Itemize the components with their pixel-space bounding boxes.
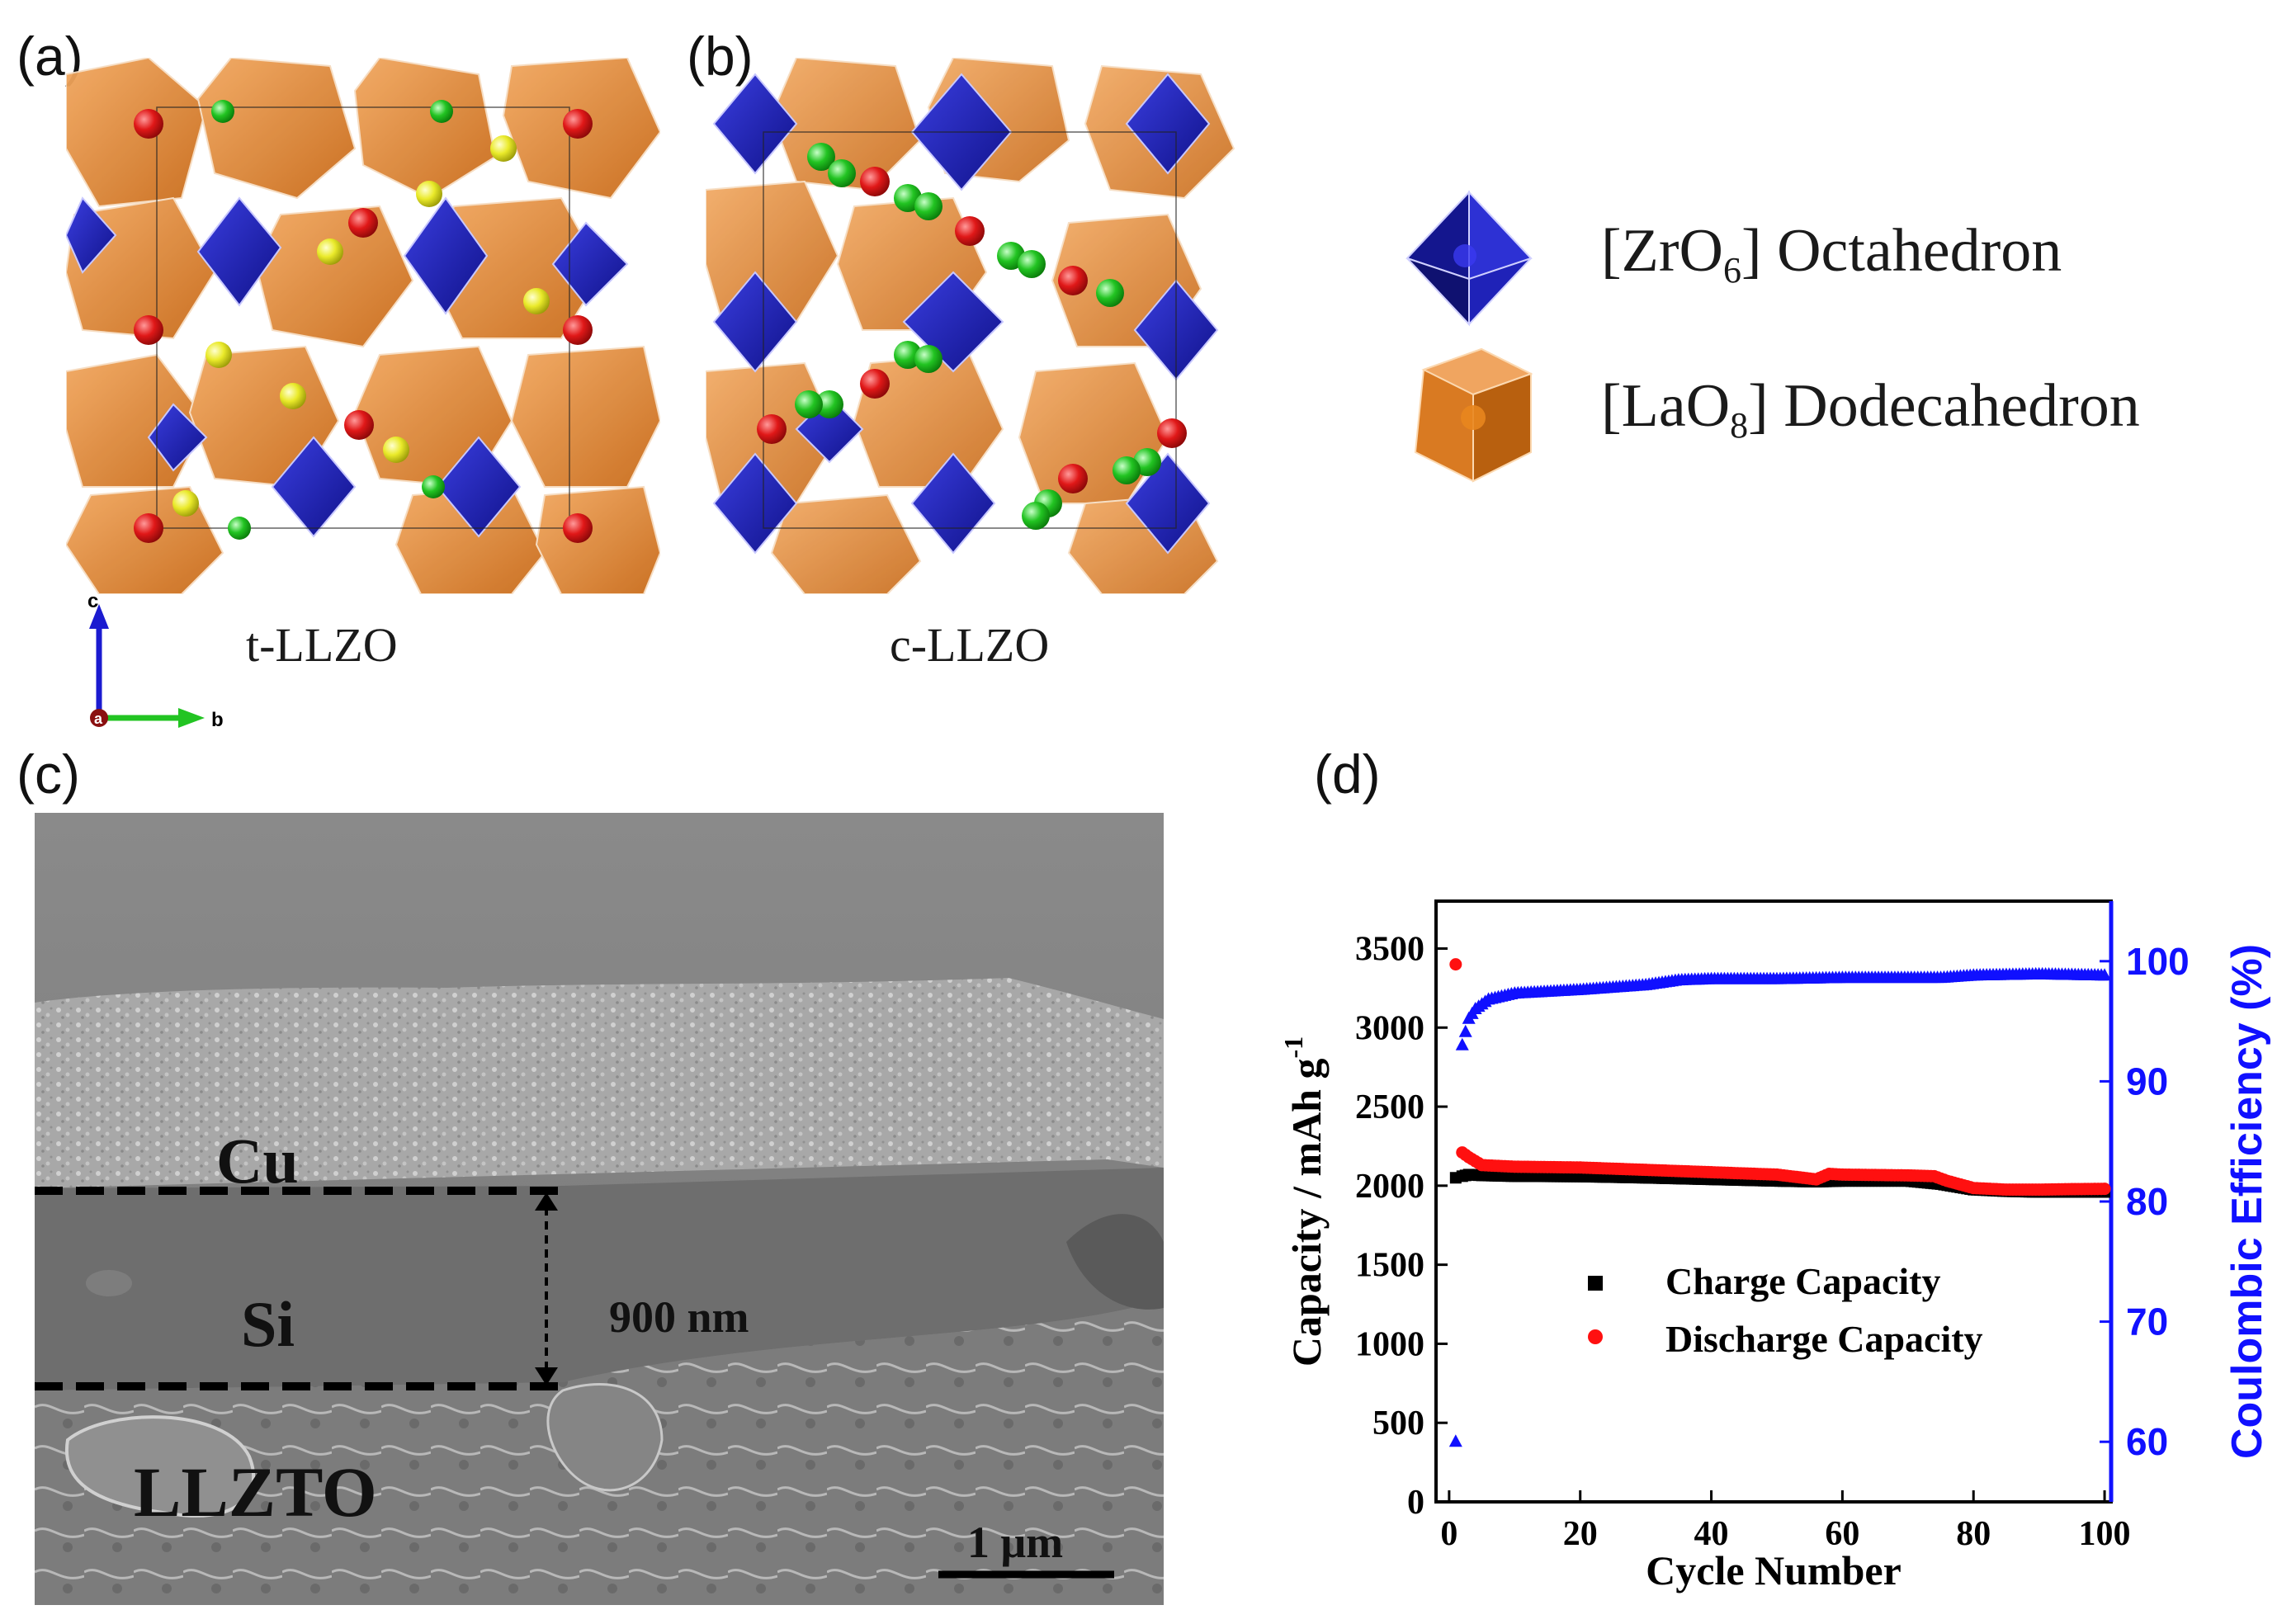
- legend-charge-marker: [1588, 1276, 1603, 1291]
- y-left-tick-label-4: 2000: [1355, 1168, 1424, 1206]
- c-llzo-structure: [706, 58, 1235, 594]
- chart-legend: Charge Capacity Discharge Capacity: [1588, 1260, 1983, 1360]
- c-llzo-li-ions: [757, 143, 1187, 530]
- sem-label-si: Si: [241, 1288, 295, 1360]
- octahedron-icon: [1405, 190, 1533, 327]
- sem-label-llzto: LLZTO: [134, 1452, 377, 1532]
- panel-b-letter: (b): [687, 26, 754, 87]
- y-left-tick-label-3: 1500: [1355, 1247, 1424, 1285]
- panel-c-letter: (c): [17, 744, 80, 805]
- cycling-chart: 0 20 40 60 80 1000500100015002000250030003500…: [1278, 899, 2271, 1593]
- sem-scale-bar-label: 1 μm: [967, 1518, 1064, 1567]
- t-llzo-structure: [66, 58, 660, 594]
- data-point-1-0: [1449, 958, 1462, 971]
- y-right-tick-label-4: 100: [2126, 940, 2190, 983]
- y-right-tick-label-3: 90: [2126, 1060, 2168, 1102]
- axis-a-label: a: [94, 710, 103, 727]
- series-discharge-capacity: [1449, 958, 2111, 1197]
- dodecahedron-icon: [1414, 347, 1533, 483]
- y-right-tick-label-2: 80: [2126, 1180, 2168, 1223]
- x-axis-title: Cycle Number: [1646, 1547, 1902, 1593]
- x-tick-label-1: 20: [1563, 1515, 1598, 1553]
- sem-micrograph: [35, 813, 1164, 1605]
- series-coulombic-efficiency: [1448, 966, 2112, 1447]
- t-llzo-label: t-LLZO: [246, 618, 398, 672]
- legend-dodecahedron-label: [LaO8] Dodecahedron: [1601, 372, 2140, 446]
- legend-discharge-label: Discharge Capacity: [1665, 1318, 1983, 1360]
- y-left-tick-label-6: 3000: [1355, 1009, 1424, 1047]
- data-point-2-1: [1455, 1037, 1469, 1050]
- y-left-tick-label-1: 500: [1372, 1404, 1424, 1442]
- y-left-tick-label-7: 3500: [1355, 930, 1424, 968]
- legend-discharge-marker: [1588, 1329, 1603, 1344]
- t-llzo-octahedra: [66, 196, 629, 538]
- data-point-2-2: [1458, 1024, 1472, 1037]
- t-llzo-li-ions: [134, 100, 593, 543]
- sem-si-layer: [35, 1168, 1164, 1390]
- sem-cu-layer: [35, 978, 1164, 1188]
- c-llzo-label: c-LLZO: [890, 618, 1050, 672]
- data-point-2-197: [2098, 968, 2112, 981]
- x-tick-label-0: 0: [1440, 1515, 1457, 1553]
- data-point-1-197: [2098, 1183, 2111, 1196]
- legend-octahedron-label: [ZrO6] Octahedron: [1601, 217, 2062, 290]
- x-tick-label-2: 40: [1694, 1515, 1729, 1553]
- legend-charge-label: Charge Capacity: [1665, 1260, 1940, 1302]
- sem-label-cu: Cu: [216, 1125, 299, 1197]
- sem-thickness-label: 900 nm: [609, 1292, 749, 1342]
- y-right-tick-label-0: 60: [2126, 1420, 2168, 1463]
- y-right-axis-title: Coulombic Efficiency (%): [2223, 944, 2271, 1459]
- y-left-axis-title: Capacity / mAh g-1: [1278, 1036, 1330, 1367]
- c-llzo-unit-cell: [763, 131, 1177, 529]
- x-tick-label-3: 60: [1825, 1515, 1859, 1553]
- axis-c-label: c: [87, 590, 98, 612]
- x-tick-label-5: 100: [2079, 1515, 2131, 1553]
- x-tick-label-4: 80: [1956, 1515, 1991, 1553]
- y-left-tick-label-0: 0: [1407, 1484, 1424, 1522]
- y-left-tick-label-5: 2500: [1355, 1088, 1424, 1126]
- panel-d-letter: (d): [1314, 744, 1381, 805]
- axis-b-label: b: [211, 709, 224, 731]
- y-left-tick-label-2: 1000: [1355, 1325, 1424, 1363]
- y-right-tick-label-1: 70: [2126, 1301, 2168, 1343]
- axes-triad: c b a: [87, 590, 224, 731]
- t-llzo-unit-cell: [156, 106, 570, 529]
- data-point-2-0: [1448, 1434, 1462, 1447]
